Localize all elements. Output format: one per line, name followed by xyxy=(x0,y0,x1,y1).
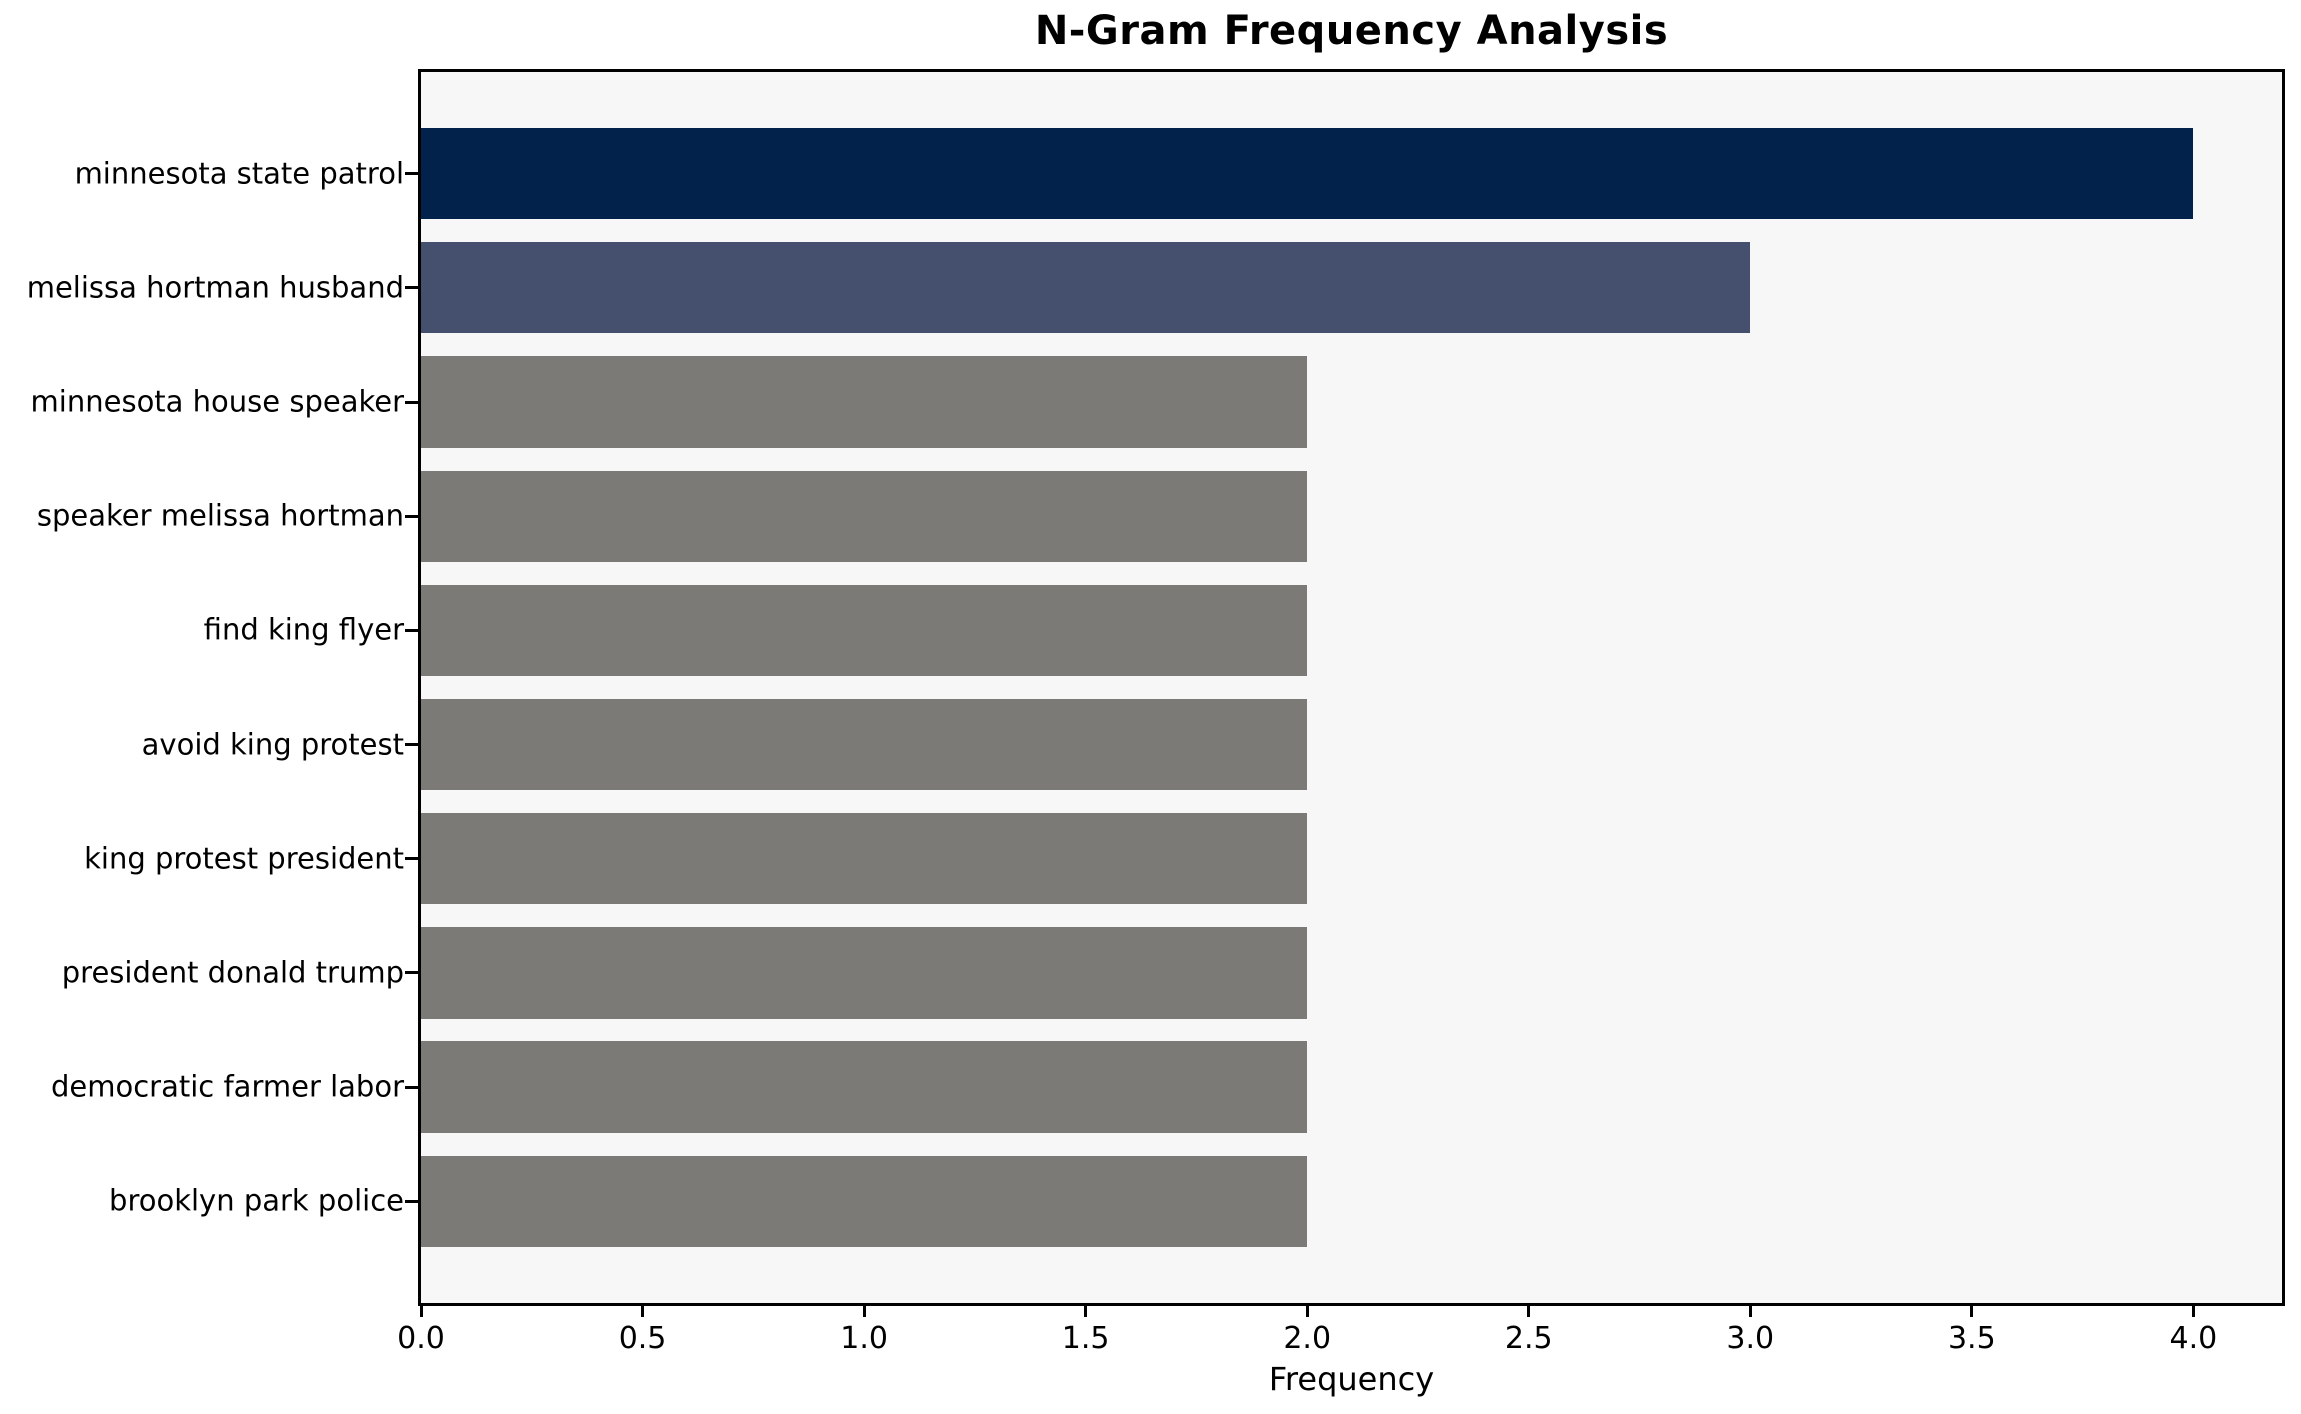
bar xyxy=(421,470,1308,562)
x-tick-label: 2.0 xyxy=(1283,1321,1332,1356)
y-tick-mark xyxy=(405,971,418,975)
x-tick-mark xyxy=(641,1306,645,1317)
x-tick-label: 3.5 xyxy=(1947,1321,1996,1356)
y-tick-label: brooklyn park police xyxy=(109,1183,404,1218)
x-tick-label: 0.0 xyxy=(397,1321,445,1356)
bar xyxy=(421,127,2194,220)
x-tick-label: 3.0 xyxy=(1726,1321,1775,1356)
y-tick-mark xyxy=(405,514,418,518)
x-tick-mark xyxy=(1527,1306,1531,1317)
x-tick-label: 2.5 xyxy=(1504,1321,1553,1356)
y-tick-mark xyxy=(405,1199,418,1203)
bar xyxy=(421,356,1308,448)
bar xyxy=(421,584,1308,677)
bar xyxy=(421,1155,1308,1248)
y-tick-label: minnesota state patrol xyxy=(74,156,404,191)
y-tick-label: speaker melissa hortman xyxy=(36,498,404,533)
x-tick-mark xyxy=(1305,1306,1309,1317)
y-tick-label: king protest president xyxy=(84,841,404,876)
x-tick-label: 1.5 xyxy=(1061,1321,1110,1356)
chart-title: N-Gram Frequency Analysis xyxy=(1034,8,1669,54)
x-tick-label: 1.0 xyxy=(840,1321,888,1356)
bar xyxy=(421,242,1751,334)
y-tick-label: avoid king protest xyxy=(141,727,404,762)
bar xyxy=(421,813,1308,905)
plot-area xyxy=(421,72,2282,1303)
y-tick-label: find king flyer xyxy=(203,612,404,647)
x-tick-label: 0.5 xyxy=(618,1321,667,1356)
x-tick-mark xyxy=(2191,1306,2195,1317)
y-tick-mark xyxy=(405,172,418,176)
y-tick-label: democratic farmer labor xyxy=(51,1069,404,1104)
y-tick-mark xyxy=(405,400,418,404)
x-tick-mark xyxy=(862,1306,866,1317)
y-tick-label: minnesota house speaker xyxy=(30,384,404,419)
y-tick-mark xyxy=(405,857,418,861)
x-tick-mark xyxy=(1748,1306,1752,1317)
bar xyxy=(421,927,1308,1019)
bar xyxy=(421,698,1308,791)
y-tick-mark xyxy=(405,286,418,290)
y-tick-mark xyxy=(405,1085,418,1089)
x-tick-label: 4.0 xyxy=(2169,1321,2218,1356)
y-tick-label: melissa hortman husband xyxy=(26,270,404,305)
y-tick-label: president donald trump xyxy=(61,955,404,990)
x-tick-mark xyxy=(419,1306,423,1317)
x-tick-mark xyxy=(1084,1306,1088,1317)
x-axis-title: Frequency xyxy=(1268,1360,1435,1398)
y-tick-mark xyxy=(405,628,418,632)
y-tick-mark xyxy=(405,743,418,747)
bar xyxy=(421,1041,1308,1133)
x-tick-mark xyxy=(1970,1306,1974,1317)
